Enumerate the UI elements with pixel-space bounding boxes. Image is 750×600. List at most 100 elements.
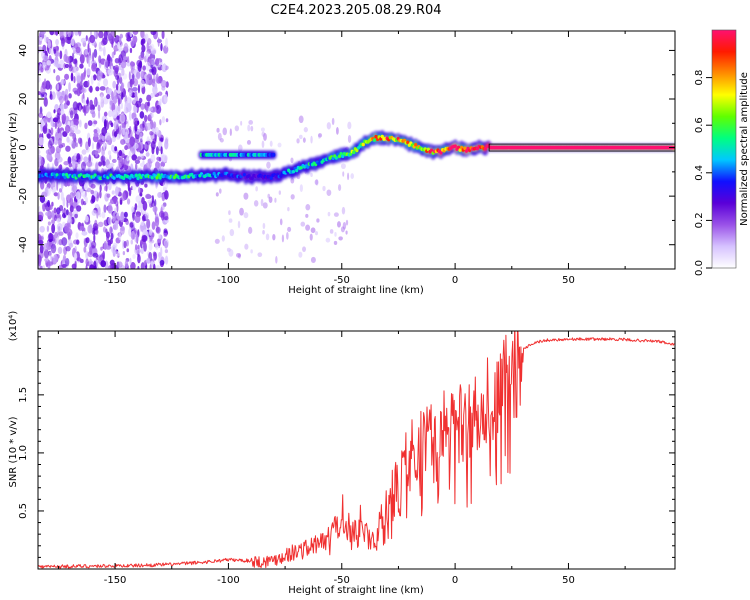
noise-speck	[214, 238, 220, 244]
ridge-point	[279, 174, 283, 178]
noise-speck	[277, 142, 282, 148]
noise-speck	[93, 31, 97, 38]
noise-speck	[134, 91, 138, 98]
noise-speck	[217, 132, 222, 141]
noise-speck	[243, 212, 249, 219]
noise-speck	[111, 190, 115, 195]
noise-speck	[39, 235, 44, 242]
noise-speck	[119, 226, 125, 235]
noise-speck	[134, 244, 138, 251]
noise-speck	[98, 110, 101, 119]
noise-speck	[139, 79, 146, 88]
noise-speck	[310, 227, 316, 234]
noise-speck	[151, 195, 155, 204]
noise-speck	[117, 97, 121, 107]
noise-speck	[38, 214, 44, 222]
y-tick-label: 40	[18, 44, 29, 57]
noise-speck	[89, 105, 93, 111]
noise-speck	[80, 161, 87, 171]
noise-speck	[64, 63, 69, 69]
noise-speck	[278, 190, 281, 195]
y-tick-label: -20	[18, 188, 29, 204]
ridge-point	[341, 154, 345, 159]
noise-speck	[337, 221, 341, 228]
noise-speck	[257, 252, 263, 257]
noise-speck	[54, 214, 58, 222]
noise-speck	[164, 139, 169, 150]
noise-speck	[130, 239, 133, 245]
ridge-point	[55, 173, 59, 177]
ridge-point	[355, 148, 359, 153]
noise-speck	[163, 62, 166, 71]
noise-speck	[72, 201, 78, 209]
spectrogram-ridge-core-layer	[38, 134, 675, 181]
noise-speck	[333, 212, 339, 217]
noise-speck	[290, 178, 295, 184]
noise-speck	[89, 85, 93, 93]
noise-speck	[152, 205, 158, 213]
noise-speck	[115, 83, 119, 91]
noise-speck	[134, 163, 138, 170]
snr-series-line	[38, 331, 675, 569]
ridge-point	[339, 151, 343, 156]
noise-speck	[116, 75, 120, 85]
noise-speck	[90, 198, 95, 204]
noise-speck	[101, 147, 105, 157]
noise-speck	[88, 264, 95, 269]
noise-speck	[46, 225, 50, 232]
noise-speck	[130, 262, 136, 269]
noise-speck	[42, 202, 46, 212]
noise-speck	[106, 94, 111, 100]
colorbar-tick-label: 0.2	[694, 212, 705, 228]
noise-speck	[105, 160, 110, 166]
noise-speck	[87, 137, 91, 148]
noise-speck	[44, 257, 50, 263]
noise-speck	[347, 135, 352, 143]
noise-speck	[305, 204, 311, 211]
noise-speck	[127, 81, 131, 90]
noise-speck	[64, 88, 69, 96]
noise-speck	[73, 65, 79, 74]
noise-speck	[128, 90, 133, 98]
noise-speck	[79, 80, 83, 91]
ridge-point	[155, 175, 159, 180]
noise-speck	[39, 36, 43, 42]
x-tick-label: -50	[334, 275, 350, 286]
y-tick-label: -40	[18, 237, 29, 253]
noise-speck	[309, 233, 313, 241]
ridge-point	[352, 150, 356, 155]
noise-speck	[74, 259, 77, 269]
noise-speck	[145, 140, 151, 145]
noise-speck	[66, 136, 70, 143]
noise-speck	[145, 61, 151, 71]
noise-speck	[112, 95, 118, 104]
noise-speck	[113, 50, 116, 56]
noise-speck	[72, 58, 78, 64]
noise-speck	[86, 160, 93, 167]
noise-speck	[150, 154, 156, 163]
noise-speck	[272, 233, 276, 241]
noise-speck	[137, 84, 141, 94]
noise-speck	[47, 199, 51, 208]
noise-speck	[93, 99, 97, 106]
ridge-point	[334, 156, 338, 160]
noise-speck	[105, 183, 108, 192]
noise-speck	[111, 144, 115, 152]
noise-speck	[53, 207, 57, 214]
noise-speck	[120, 139, 126, 145]
noise-speck	[77, 137, 82, 144]
noise-speck	[124, 259, 129, 269]
noise-speck	[128, 150, 132, 158]
noise-speck	[97, 104, 101, 112]
colorbar-label: Normalized spectral amplitude	[739, 72, 750, 226]
noise-speck	[38, 111, 44, 118]
noise-speck	[265, 233, 270, 241]
noise-speck	[50, 117, 54, 127]
noise-speck	[45, 122, 48, 129]
noise-speck	[83, 156, 89, 162]
noise-speck	[255, 186, 258, 192]
ridge-point	[374, 134, 378, 139]
ridge-point	[136, 176, 140, 181]
noise-speck	[160, 212, 165, 221]
noise-speck	[314, 179, 319, 185]
